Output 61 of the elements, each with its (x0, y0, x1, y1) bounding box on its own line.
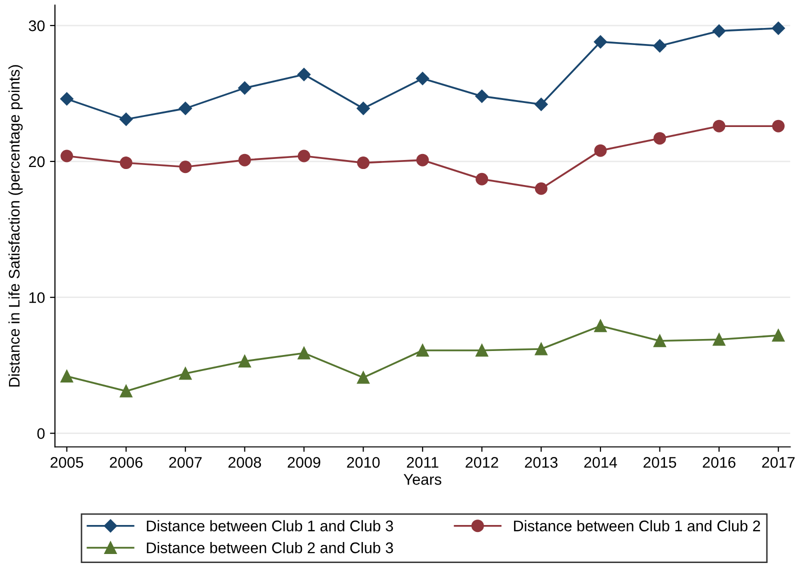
point (476, 172, 488, 186)
x-tick-label: 2016 (702, 457, 736, 468)
legend-label: Distance between Club 2 and Club 3 (146, 542, 393, 554)
point (712, 120, 726, 132)
point (356, 102, 370, 116)
point (772, 120, 785, 132)
point (298, 150, 310, 162)
point (594, 144, 607, 157)
point (475, 90, 488, 103)
x-tick-label: 2013 (524, 457, 558, 468)
y-tick-label: 30 (28, 20, 45, 32)
legend-label: Distance between Club 1 and Club 3 (146, 520, 393, 532)
point (60, 370, 74, 382)
point (238, 154, 251, 166)
point (534, 182, 548, 195)
x-tick-label: 2012 (466, 457, 498, 468)
point (60, 150, 74, 162)
point (534, 98, 548, 111)
y-tick-label: 0 (37, 428, 45, 439)
point (178, 102, 192, 116)
x-tick-label: 2010 (347, 457, 380, 468)
x-tick-label: 2006 (110, 457, 142, 468)
point (476, 344, 488, 357)
point (712, 333, 726, 346)
x-tick-label: 2014 (584, 457, 618, 468)
point (416, 344, 429, 357)
point (357, 156, 370, 170)
point (654, 132, 666, 145)
x-tick-label: 2011 (406, 457, 438, 468)
point (238, 81, 252, 95)
x-tick-label: 2008 (228, 457, 262, 468)
point (120, 112, 133, 126)
x-tick-label: 2017 (762, 457, 795, 468)
x-tick-label: 2015 (644, 457, 676, 468)
point (60, 92, 74, 106)
point (297, 68, 311, 82)
y-tick-label: 10 (29, 292, 45, 304)
point (120, 156, 132, 170)
point (298, 346, 310, 360)
y-tick-label: 20 (29, 156, 45, 168)
x-tick-label: 2009 (288, 457, 320, 468)
legend-label: Distance between Club 1 and Club 2 (514, 520, 760, 532)
point (416, 154, 429, 166)
point (772, 22, 785, 35)
point (594, 35, 608, 48)
y-axis-title: Distance in Life Satisfaction (percentage points) (8, 65, 23, 387)
point (594, 320, 607, 332)
point (179, 367, 192, 380)
x-axis-title: Years (404, 474, 442, 485)
point (534, 342, 548, 356)
point (654, 334, 666, 348)
point (120, 384, 132, 398)
x-tick-label: 2005 (50, 457, 84, 468)
point (179, 160, 192, 174)
point (238, 355, 251, 368)
point (357, 371, 370, 384)
point (416, 72, 430, 86)
point (653, 39, 666, 52)
point (712, 24, 726, 38)
x-tick-label: 2007 (169, 457, 202, 468)
point (772, 329, 785, 342)
